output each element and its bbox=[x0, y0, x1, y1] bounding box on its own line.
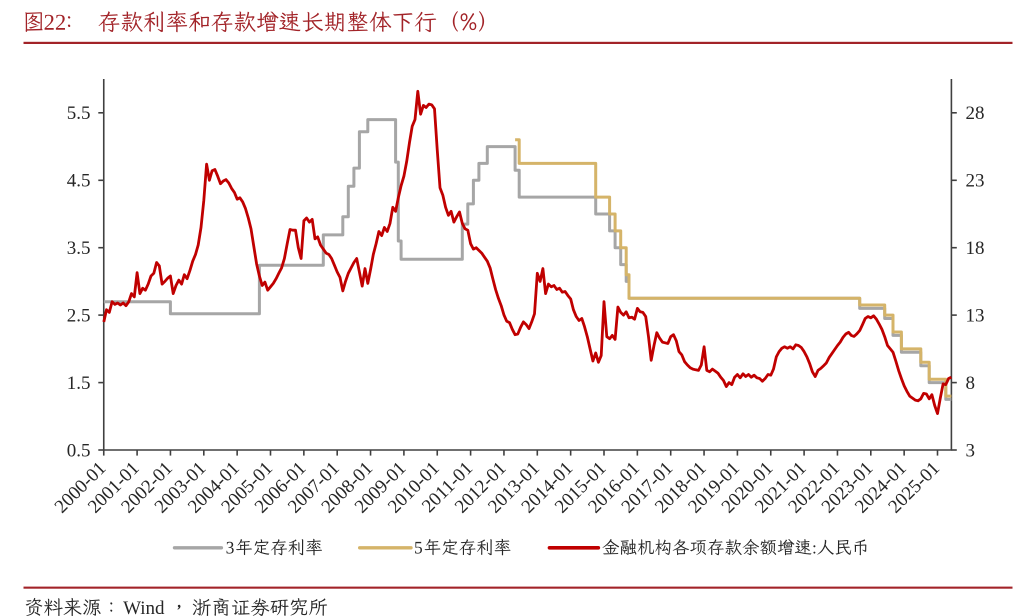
svg-text:3.5: 3.5 bbox=[67, 238, 91, 259]
svg-text:1.5: 1.5 bbox=[67, 373, 91, 394]
svg-text:28: 28 bbox=[966, 103, 985, 124]
svg-text:5.5: 5.5 bbox=[67, 103, 91, 124]
svg-text:8: 8 bbox=[966, 373, 976, 394]
svg-text:Wind: Wind bbox=[123, 598, 165, 616]
svg-text:3: 3 bbox=[966, 440, 976, 461]
svg-text:2.5: 2.5 bbox=[67, 305, 91, 326]
svg-text:0.5: 0.5 bbox=[67, 440, 91, 461]
svg-text:4.5: 4.5 bbox=[67, 171, 91, 192]
svg-text:23: 23 bbox=[966, 171, 985, 192]
svg-text:13: 13 bbox=[966, 305, 985, 326]
svg-text:18: 18 bbox=[966, 238, 985, 259]
